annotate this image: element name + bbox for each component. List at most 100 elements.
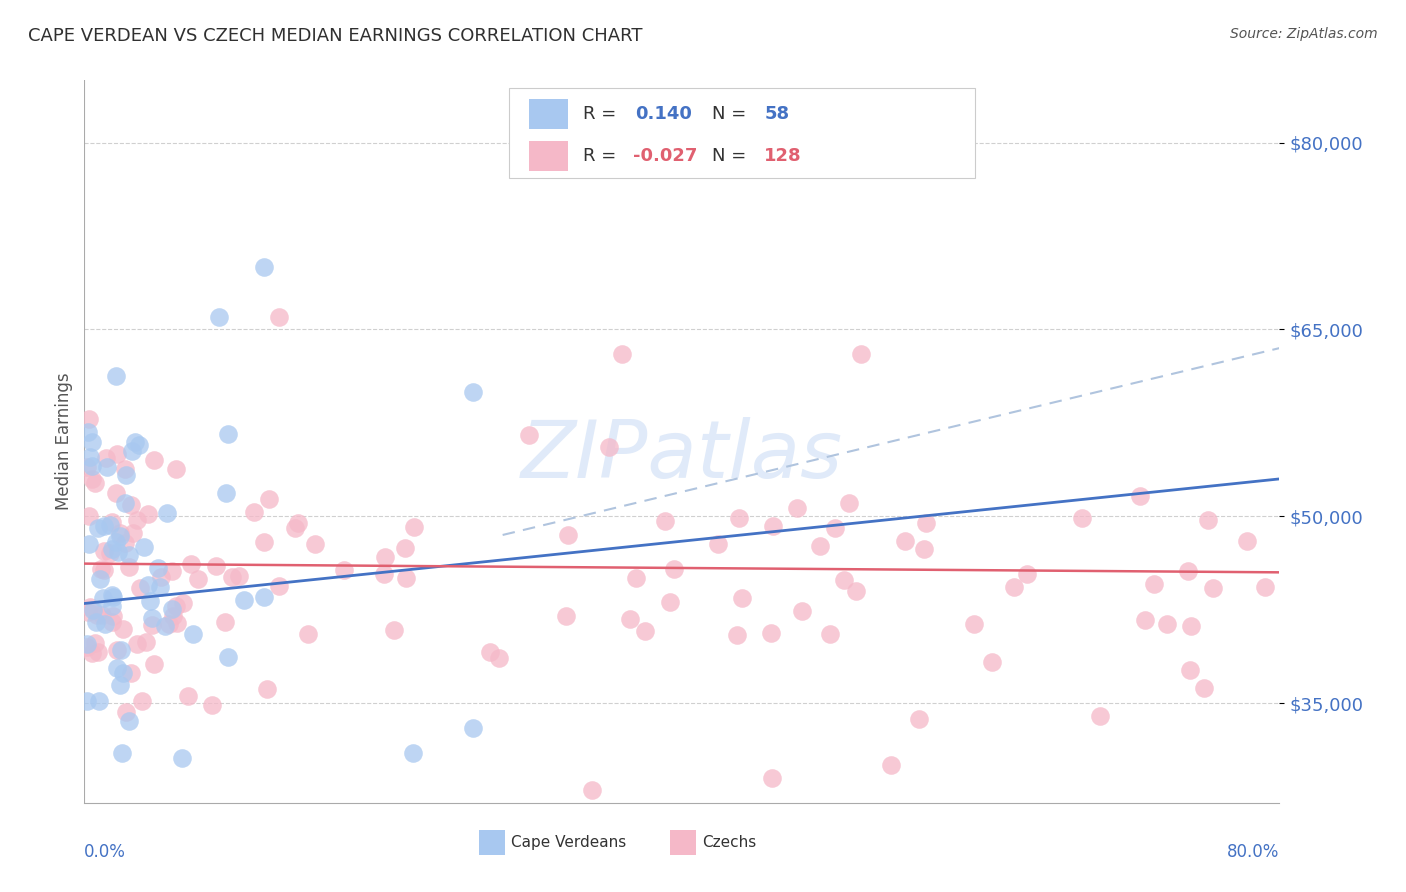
Text: R =: R = bbox=[582, 105, 621, 123]
Point bbox=[93, 543, 115, 558]
Point bbox=[101, 541, 124, 556]
Point bbox=[180, 558, 202, 572]
Point bbox=[105, 369, 128, 384]
Point bbox=[478, 645, 501, 659]
Point bbox=[93, 519, 115, 533]
Point bbox=[894, 534, 917, 549]
Point bbox=[76, 694, 98, 708]
Point bbox=[156, 506, 179, 520]
Point bbox=[125, 512, 148, 526]
Point bbox=[112, 665, 135, 680]
Point bbox=[1135, 613, 1157, 627]
FancyBboxPatch shape bbox=[479, 830, 505, 855]
Text: N =: N = bbox=[711, 147, 752, 165]
Point bbox=[157, 617, 180, 632]
Point bbox=[619, 612, 641, 626]
Point bbox=[832, 574, 855, 588]
Point bbox=[120, 498, 142, 512]
Point bbox=[76, 640, 98, 655]
Point bbox=[658, 594, 681, 608]
Point bbox=[759, 626, 782, 640]
Point bbox=[215, 486, 238, 500]
Point bbox=[90, 562, 112, 576]
Point bbox=[253, 260, 276, 274]
Point bbox=[818, 626, 841, 640]
Point bbox=[912, 542, 935, 557]
Point bbox=[217, 426, 239, 441]
Point bbox=[80, 472, 103, 486]
Point bbox=[201, 698, 224, 713]
Point bbox=[908, 713, 931, 727]
Point bbox=[172, 596, 194, 610]
Point bbox=[79, 412, 101, 426]
Point bbox=[287, 516, 309, 530]
Point bbox=[963, 616, 986, 631]
Point bbox=[187, 572, 209, 586]
Text: 0.0%: 0.0% bbox=[84, 843, 127, 861]
Point bbox=[105, 643, 128, 657]
Point bbox=[94, 450, 117, 465]
Point bbox=[612, 347, 634, 361]
Point bbox=[114, 462, 136, 476]
Point bbox=[77, 605, 100, 619]
Point bbox=[166, 616, 188, 631]
Point bbox=[382, 624, 405, 638]
Point bbox=[373, 566, 395, 581]
Text: N =: N = bbox=[711, 105, 752, 123]
Point bbox=[253, 534, 276, 549]
Point bbox=[402, 520, 425, 534]
Point bbox=[111, 746, 134, 760]
Point bbox=[139, 594, 162, 608]
Point bbox=[915, 516, 938, 530]
Point bbox=[117, 714, 139, 728]
Point bbox=[79, 450, 101, 464]
Point bbox=[284, 521, 307, 535]
Point bbox=[142, 452, 165, 467]
Point bbox=[725, 628, 748, 642]
Point bbox=[1197, 513, 1219, 527]
Point bbox=[76, 637, 98, 651]
Point bbox=[844, 584, 866, 599]
FancyBboxPatch shape bbox=[529, 99, 568, 129]
Point bbox=[256, 682, 278, 697]
Point bbox=[1202, 581, 1225, 595]
Point bbox=[214, 615, 236, 629]
Point bbox=[76, 459, 98, 474]
Point bbox=[115, 705, 138, 719]
Point bbox=[824, 521, 846, 535]
Point bbox=[80, 434, 103, 449]
Text: 80.0%: 80.0% bbox=[1227, 843, 1279, 861]
Point bbox=[517, 427, 540, 442]
Point bbox=[634, 624, 657, 639]
Point bbox=[107, 545, 129, 559]
Point bbox=[96, 460, 118, 475]
Text: 128: 128 bbox=[765, 147, 801, 165]
Point bbox=[267, 310, 290, 324]
Point bbox=[242, 505, 264, 519]
Point bbox=[304, 536, 326, 550]
Point bbox=[228, 569, 250, 583]
Point bbox=[1071, 510, 1094, 524]
Point bbox=[110, 678, 132, 692]
Point bbox=[1180, 619, 1202, 633]
Point bbox=[93, 617, 115, 632]
Point bbox=[880, 758, 903, 772]
Point bbox=[122, 526, 145, 541]
Point bbox=[1090, 708, 1112, 723]
Point bbox=[87, 645, 110, 659]
Point bbox=[101, 615, 124, 629]
Text: Cape Verdeans: Cape Verdeans bbox=[510, 835, 626, 850]
Point bbox=[654, 514, 676, 528]
FancyBboxPatch shape bbox=[509, 87, 974, 178]
Point bbox=[981, 655, 1004, 669]
Point bbox=[165, 462, 187, 476]
Point bbox=[91, 591, 114, 605]
Point bbox=[80, 646, 103, 660]
Point bbox=[84, 615, 107, 629]
Point bbox=[101, 515, 124, 529]
Point bbox=[136, 507, 159, 521]
Point bbox=[101, 588, 124, 602]
Text: 0.140: 0.140 bbox=[636, 105, 692, 123]
Point bbox=[555, 609, 578, 624]
Point bbox=[93, 563, 115, 577]
